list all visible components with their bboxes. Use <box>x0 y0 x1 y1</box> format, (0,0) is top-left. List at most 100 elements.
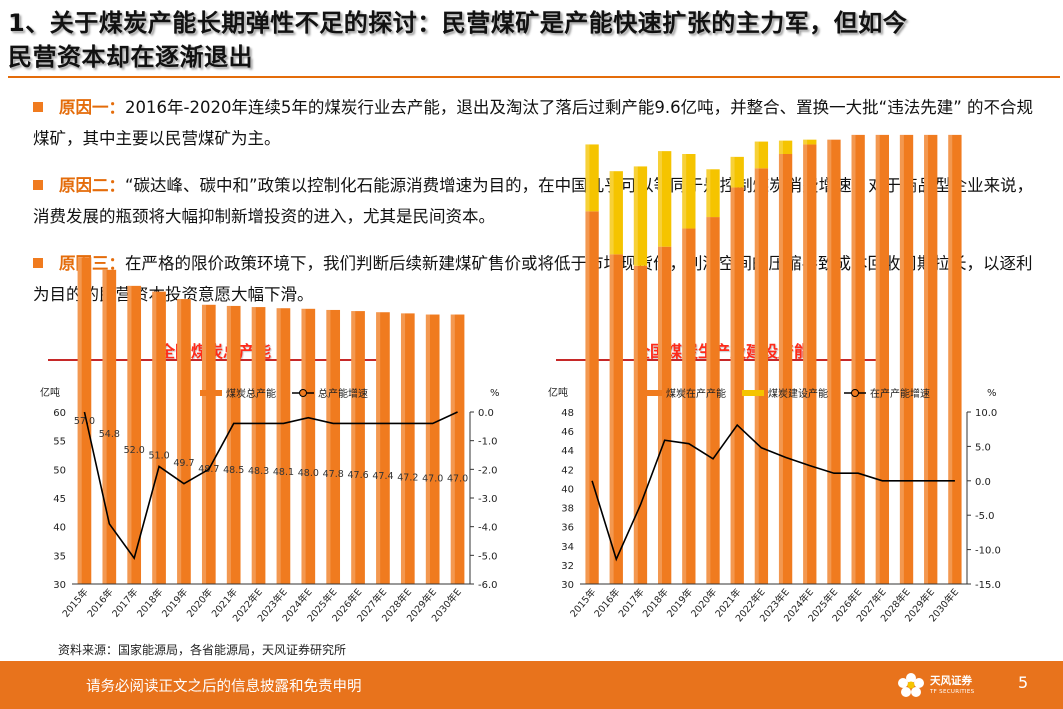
bar-highlight <box>827 139 832 584</box>
bar-data-label: 47.0 <box>447 474 468 485</box>
bar <box>152 291 166 584</box>
bar <box>682 228 696 585</box>
bar <box>658 246 672 584</box>
bar-highlight <box>730 187 735 584</box>
bar-highlight <box>730 156 735 188</box>
footer-disclaimer: 请务必阅读正文之后的信息披露和免责申明 <box>86 679 362 695</box>
bar-highlight <box>633 166 638 266</box>
bar-highlight <box>778 140 783 154</box>
bar-highlight <box>127 285 132 584</box>
flower-logo-icon <box>898 673 924 697</box>
right-axis-unit: % <box>987 388 997 399</box>
chart-2-title-rule <box>556 359 888 361</box>
bar <box>948 134 962 584</box>
right-tick-label: -1.0 <box>478 437 498 448</box>
bar-highlight <box>658 246 662 584</box>
left-tick-label: 48 <box>561 408 574 419</box>
left-tick-label: 44 <box>561 446 574 457</box>
bar-data-label: 57.0 <box>74 416 95 427</box>
bar <box>730 187 744 584</box>
footer-bar: 请务必阅读正文之后的信息披露和免责申明 天风证券 TF SECURITIES 5 <box>0 661 1063 709</box>
bar-highlight <box>803 144 808 584</box>
bar <box>706 169 720 218</box>
bar <box>251 307 266 584</box>
bar-highlight <box>803 139 808 145</box>
bar <box>924 134 938 584</box>
bar-highlight <box>450 314 455 584</box>
bar-highlight <box>875 134 880 584</box>
left-tick-label: 55 <box>53 437 66 448</box>
bar-highlight <box>754 168 759 585</box>
bar <box>730 156 744 188</box>
left-tick-label: 38 <box>561 504 574 515</box>
source-note: 资料来源：国家能源局，各省能源局，天风证券研究所 <box>58 643 347 657</box>
bar <box>778 140 793 154</box>
bar <box>177 299 191 584</box>
bullet-square-icon <box>33 258 43 268</box>
series-line <box>83 411 458 561</box>
bar-data-label: 47.6 <box>347 470 368 481</box>
legend-label: 煤炭在产产能 <box>666 387 726 400</box>
left-tick-label: 50 <box>53 465 66 476</box>
left-axis-unit: 亿吨 <box>548 386 568 399</box>
bar-highlight <box>585 144 590 212</box>
right-axis-unit: % <box>490 388 500 399</box>
bullet-list: 原因一：2016年-2020年连续5年的煤炭行业去产能，退出及淘汰了落后过剩产能… <box>33 92 1043 326</box>
bar <box>754 141 769 169</box>
footer-brand-sub: TF SECURITIES <box>930 689 975 695</box>
bar <box>706 217 720 585</box>
left-tick-label: 30 <box>561 580 574 591</box>
bar-data-label: 47.2 <box>397 472 418 483</box>
bar-data-label: 52.0 <box>124 445 145 456</box>
legend-marker <box>851 389 859 397</box>
page-number: 5 <box>1018 673 1029 692</box>
bar <box>201 304 216 584</box>
bar-highlight <box>851 134 856 584</box>
bar-data-label: 48.1 <box>273 467 294 478</box>
bar-data-label: 54.8 <box>99 429 120 440</box>
right-tick-label: -15.0 <box>975 580 1001 591</box>
right-tick-label: 5.0 <box>975 442 991 453</box>
legend-label: 在产产能增速 <box>870 387 930 400</box>
right-tick-label: 0.0 <box>975 477 991 488</box>
left-tick-label: 40 <box>53 523 66 534</box>
bar <box>633 166 648 266</box>
chart-production-construction-capacity: 亿吨 % 30 32 34 36 38 40 42 44 46 48 -15.0 -10.0 -5.0 0.0… <box>548 134 1001 624</box>
bar-highlight <box>102 269 107 584</box>
bar <box>875 134 889 584</box>
bar-highlight <box>609 171 614 255</box>
bar-highlight <box>754 141 759 169</box>
bar-highlight <box>899 134 904 584</box>
bar-highlight <box>376 312 381 584</box>
bar-data-label: 47.4 <box>372 471 393 482</box>
bar-data-label: 47.8 <box>323 469 344 480</box>
bar-highlight <box>924 134 929 584</box>
right-tick-label: -6.0 <box>478 580 498 591</box>
bar <box>682 154 696 229</box>
bar <box>609 254 623 584</box>
bar <box>376 312 390 584</box>
legend-marker <box>299 389 307 397</box>
bullet-square-icon <box>33 180 43 190</box>
left-tick-label: 30 <box>53 580 66 591</box>
bullet-key: 原因二： <box>59 176 125 195</box>
bar <box>226 305 241 584</box>
bar <box>425 314 440 584</box>
bar <box>851 134 865 584</box>
bar-highlight <box>633 265 638 584</box>
bullet-key: 原因一： <box>59 98 125 117</box>
bar-highlight <box>276 308 281 584</box>
legend-swatch <box>640 390 662 396</box>
right-tick-label: -3.0 <box>478 494 498 505</box>
bar-highlight <box>682 154 687 229</box>
bar-highlight <box>609 254 614 584</box>
bar-highlight <box>351 311 356 584</box>
legend-swatch <box>200 390 222 396</box>
bullet-item: 原因一：2016年-2020年连续5年的煤炭行业去产能，退出及淘汰了落后过剩产能… <box>33 92 1043 154</box>
bar-data-label: 48.5 <box>223 465 244 476</box>
bar <box>77 257 92 584</box>
right-tick-label: -4.0 <box>478 523 498 534</box>
bar <box>585 144 599 212</box>
page-title: 1、关于煤炭产能长期弹性不足的探讨：民营煤矿是产能快速扩张的主力军，但如今 民营… <box>8 6 1058 74</box>
page-title-line-2: 民营资本却在逐渐退出 <box>8 43 253 71</box>
